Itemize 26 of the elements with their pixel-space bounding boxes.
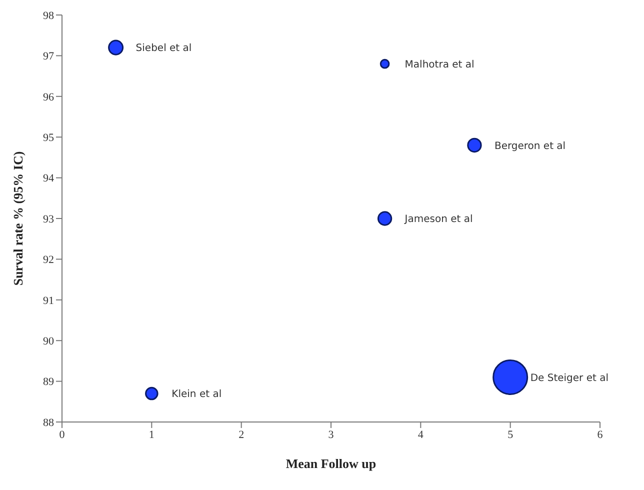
x-axis-title: Mean Follow up xyxy=(286,456,376,471)
y-tick-label: 92 xyxy=(43,254,54,266)
y-axis-title: Surval rate % (95% IC) xyxy=(10,151,26,286)
annotation: Malhotra et al xyxy=(404,59,474,70)
annotation: Klein et al xyxy=(172,389,222,400)
y-tick-label: 97 xyxy=(43,50,54,63)
x-tick-label: 4 xyxy=(418,428,424,441)
annotation: De Steiger et al xyxy=(530,372,609,384)
y-tick-label: 88 xyxy=(43,416,54,429)
annotation: Siebel et al xyxy=(136,43,192,54)
x-tick-label: 6 xyxy=(597,428,604,441)
annotation: Jameson et al xyxy=(404,214,473,226)
y-tick-label: 98 xyxy=(43,10,54,22)
y-tick-label: 96 xyxy=(43,91,54,104)
y-tick-label: 95 xyxy=(43,132,54,144)
y-tick-label: 91 xyxy=(43,294,54,307)
x-tick-label: 0 xyxy=(59,428,66,441)
y-tick-label: 89 xyxy=(43,376,54,388)
x-tick-label: 3 xyxy=(328,428,334,441)
y-tick-label: 94 xyxy=(43,172,54,185)
y-tick-label: 90 xyxy=(43,336,54,348)
annotation: Bergeron et al xyxy=(494,140,566,152)
x-tick-label: 2 xyxy=(238,428,244,441)
x-tick-label: 5 xyxy=(508,428,514,441)
y-tick-label: 93 xyxy=(43,213,54,226)
x-tick-label: 1 xyxy=(148,428,154,441)
